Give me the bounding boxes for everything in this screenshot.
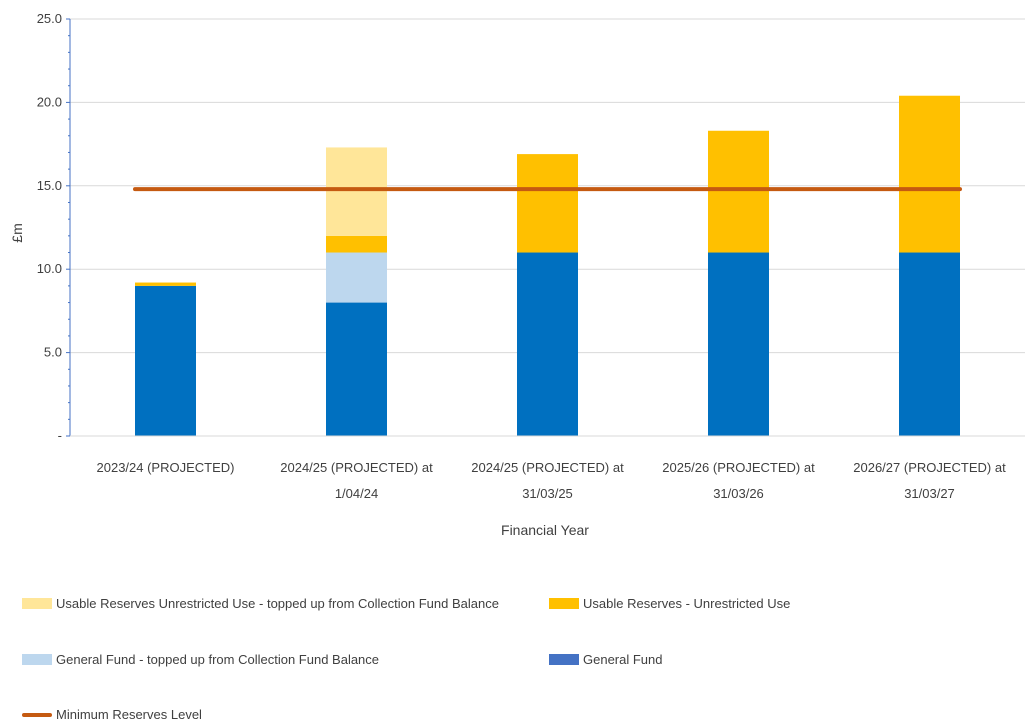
legend-swatch: [22, 598, 52, 609]
bar-segment: [708, 130, 769, 253]
legend-item-usable-reserves-topped-up: Usable Reserves Unrestricted Use - toppe…: [22, 596, 499, 611]
y-tick-label: 15.0: [37, 178, 62, 193]
y-tick-label: 5.0: [44, 345, 62, 360]
x-tick-label: 2024/25 (PROJECTED) at: [471, 460, 624, 475]
legend-label: Usable Reserves Unrestricted Use - toppe…: [56, 596, 499, 611]
x-axis-labels: 2023/24 (PROJECTED) 2024/25 (PROJECTED) a…: [97, 460, 1007, 501]
legend-item-minimum-reserves-level: Minimum Reserves Level: [22, 707, 202, 722]
bar-segment: [135, 285, 196, 436]
y-axis-title: £m: [9, 223, 25, 242]
x-axis-title: Financial Year: [501, 522, 589, 538]
bar-segment: [517, 154, 578, 253]
legend-swatch: [549, 654, 579, 665]
legend-item-general-fund-topped-up: General Fund - topped up from Collection…: [22, 652, 379, 667]
bar-segment: [517, 252, 578, 436]
legend-swatch: [22, 654, 52, 665]
legend-label: Usable Reserves - Unrestricted Use: [583, 596, 791, 611]
bar-segment: [326, 235, 387, 253]
legend-label: General Fund: [583, 652, 663, 667]
y-tick-label: 25.0: [37, 11, 62, 26]
legend-swatch: [549, 598, 579, 609]
bar-segment: [135, 282, 196, 286]
bar-segment: [708, 252, 769, 436]
bars: [135, 95, 960, 436]
bar-segment: [899, 95, 960, 253]
bar-segment: [326, 302, 387, 436]
x-tick-label: 31/03/25: [522, 486, 573, 501]
y-axis-ticks: - 5.0 10.0 15.0 20.0 25.0: [37, 11, 70, 443]
legend-item-usable-reserves-unrestricted: Usable Reserves - Unrestricted Use: [549, 596, 790, 611]
legend-swatch: [22, 712, 52, 717]
x-tick-label: 31/03/26: [713, 486, 764, 501]
legend-label: Minimum Reserves Level: [56, 707, 202, 722]
x-tick-label: 2025/26 (PROJECTED) at: [662, 460, 815, 475]
x-tick-label: 2023/24 (PROJECTED): [97, 460, 235, 475]
y-tick-label: -: [58, 428, 62, 443]
x-tick-label: 2026/27 (PROJECTED) at: [853, 460, 1006, 475]
legend-label: General Fund - topped up from Collection…: [56, 652, 380, 667]
bar-segment: [899, 252, 960, 436]
x-tick-label: 2024/25 (PROJECTED) at: [280, 460, 433, 475]
y-tick-label: 10.0: [37, 261, 62, 276]
bar-segment: [326, 147, 387, 236]
x-tick-label: 1/04/24: [335, 486, 378, 501]
legend-item-general-fund: General Fund: [549, 652, 663, 667]
x-tick-label: 31/03/27: [904, 486, 955, 501]
bar-segment: [326, 252, 387, 303]
y-tick-label: 20.0: [37, 94, 62, 109]
